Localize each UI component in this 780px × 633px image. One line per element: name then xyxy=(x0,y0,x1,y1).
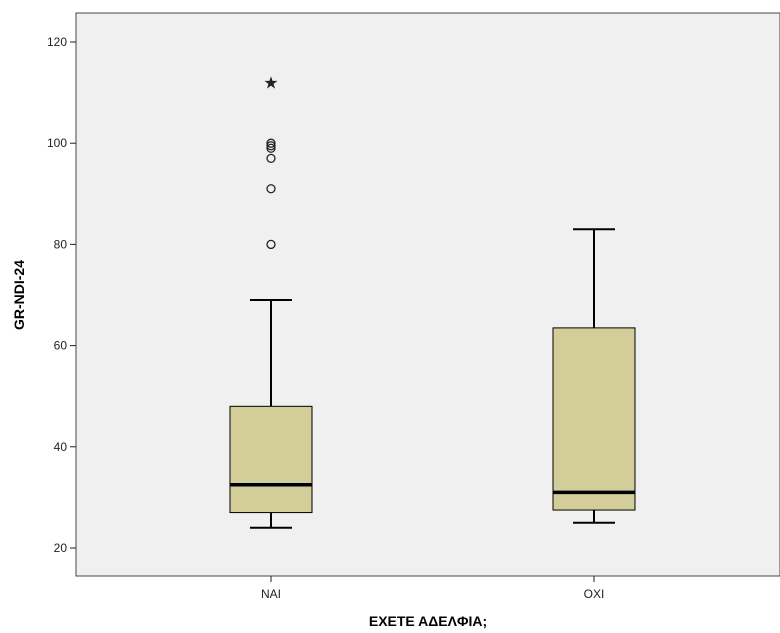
iqr-box xyxy=(229,405,313,514)
outlier-point xyxy=(266,143,276,153)
boxes-layer: ★ xyxy=(229,73,636,529)
y-axis: 20 40 60 80 100 120 xyxy=(47,35,76,555)
outlier-point xyxy=(266,141,276,151)
x-tick-label: NAI xyxy=(261,587,281,601)
x-axis-title: ΕΧΕΤΕ ΑΔΕΛΦΙΑ; xyxy=(369,613,487,629)
outlier-point xyxy=(266,184,276,194)
iqr-box xyxy=(552,327,636,511)
y-tick-label: 40 xyxy=(54,440,68,454)
y-tick-label: 20 xyxy=(54,541,68,555)
outlier-point xyxy=(266,153,276,164)
extreme-point: ★ xyxy=(263,73,278,92)
y-tick-label: 100 xyxy=(47,136,67,150)
y-axis-title: GR-NDI-24 xyxy=(11,260,27,330)
outlier-point xyxy=(266,239,276,250)
box-oxi xyxy=(552,228,636,524)
plot-area xyxy=(75,12,780,577)
outlier-point xyxy=(266,138,276,148)
y-tick-label: 120 xyxy=(47,35,67,49)
x-tick-label: OXI xyxy=(584,587,605,601)
box-nai: ★ xyxy=(229,73,313,529)
y-tick-label: 80 xyxy=(54,237,68,251)
y-tick-label: 60 xyxy=(54,339,68,353)
x-axis: NAI OXI xyxy=(261,576,604,601)
